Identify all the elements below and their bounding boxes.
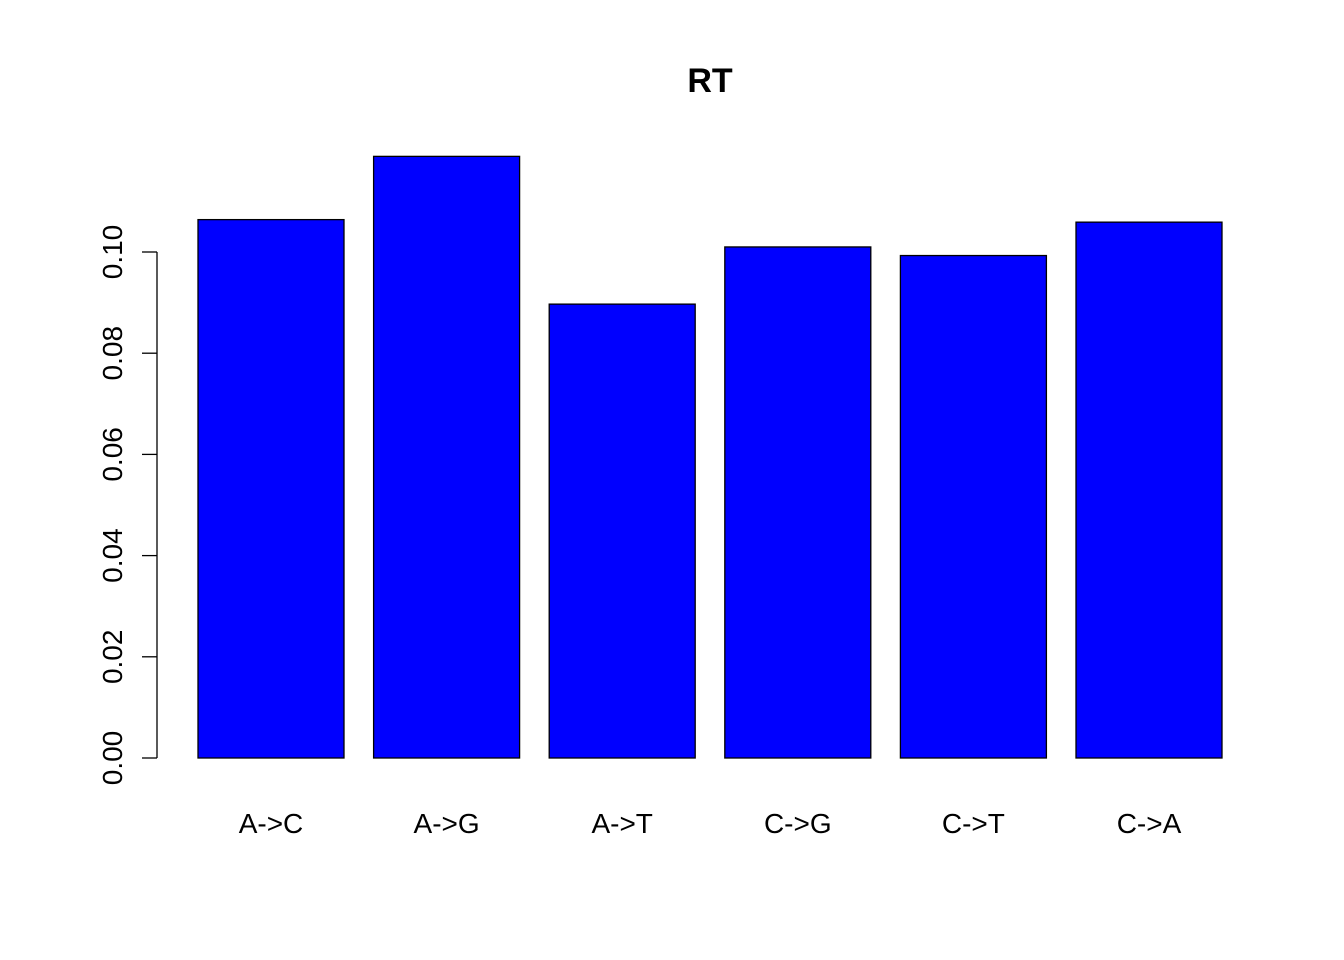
x-axis-labels: A->C A->G A->T C->G C->T C->A bbox=[239, 808, 1182, 839]
y-tick-label: 0.10 bbox=[97, 225, 128, 280]
x-category-label: C->G bbox=[764, 808, 832, 839]
y-tick-label: 0.04 bbox=[97, 528, 128, 583]
bar bbox=[724, 246, 872, 759]
x-category-label: C->A bbox=[1117, 808, 1182, 839]
y-tick-label: 0.02 bbox=[97, 630, 128, 685]
bar bbox=[899, 254, 1048, 759]
chart-title: RT bbox=[687, 62, 733, 100]
x-category-label: A->T bbox=[591, 808, 652, 839]
x-category-label: C->T bbox=[942, 808, 1005, 839]
bar bbox=[372, 155, 521, 759]
y-tick-label: 0.06 bbox=[97, 427, 128, 482]
y-axis: 0.00 0.02 0.04 0.06 0.08 0.10 bbox=[97, 225, 158, 786]
bar bbox=[197, 218, 345, 759]
x-category-label: A->G bbox=[414, 808, 480, 839]
bars bbox=[197, 155, 1223, 759]
bar bbox=[1075, 221, 1223, 759]
x-category-label: A->C bbox=[239, 808, 304, 839]
y-tick-label: 0.08 bbox=[97, 326, 128, 381]
bar bbox=[548, 303, 696, 759]
y-tick-label: 0.00 bbox=[97, 731, 128, 786]
